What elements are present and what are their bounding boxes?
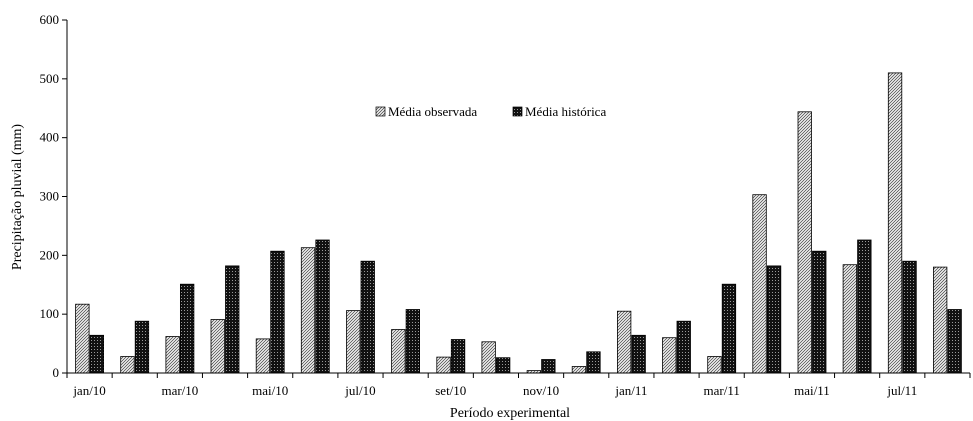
- bar-historical: [225, 265, 240, 374]
- bar-historical: [495, 357, 511, 374]
- legend-label-observed: Média observada: [388, 104, 477, 119]
- bar-observed: [571, 366, 587, 374]
- y-tick-label: 200: [40, 247, 60, 262]
- bar-observed: [391, 329, 406, 374]
- bar-historical: [857, 239, 872, 374]
- bar-historical: [179, 283, 195, 374]
- bar-observed: [797, 111, 812, 374]
- bar-observed: [120, 356, 135, 374]
- bar-observed: [752, 194, 767, 374]
- y-tick-label: 100: [40, 306, 60, 321]
- bar-observed: [617, 310, 632, 374]
- bar-historical: [89, 334, 104, 374]
- legend-label-historical: Média histórica: [525, 104, 606, 119]
- legend: Média observada Média histórica: [375, 104, 606, 119]
- bar-observed: [842, 264, 857, 374]
- bar-historical: [405, 309, 421, 374]
- bar-historical: [812, 250, 827, 374]
- bar-historical: [541, 359, 556, 374]
- x-tick-label: set/10: [435, 383, 466, 398]
- y-tick-label: 300: [40, 189, 60, 204]
- x-tick-label: mai/10: [252, 383, 288, 398]
- y-tick-label: 500: [40, 71, 60, 86]
- bar-historical: [631, 334, 646, 374]
- x-tick-label: nov/10: [523, 383, 559, 398]
- x-tick-label: mar/10: [161, 383, 198, 398]
- bar-historical: [270, 250, 285, 374]
- bar-historical: [947, 309, 962, 374]
- x-tick-label: jan/10: [72, 383, 106, 398]
- bar-historical: [586, 351, 601, 374]
- bar-observed: [887, 72, 903, 374]
- bar-observed: [933, 266, 948, 374]
- x-tick-label: jul/11: [886, 383, 917, 398]
- bar-historical: [766, 265, 782, 374]
- bar-observed: [300, 247, 316, 374]
- legend-swatch-historical: [512, 106, 523, 117]
- bar-historical: [134, 320, 150, 374]
- bars-group: [75, 72, 962, 374]
- bar-observed: [75, 303, 90, 374]
- y-tick-label: 400: [40, 130, 60, 145]
- bar-observed: [707, 356, 722, 374]
- bar-historical: [902, 260, 917, 374]
- bar-observed: [165, 336, 180, 374]
- bar-observed: [346, 310, 361, 374]
- legend-swatch-observed: [375, 106, 386, 117]
- x-tick-label: jul/10: [344, 383, 375, 398]
- y-tick-label: 0: [53, 365, 60, 380]
- bar-historical: [315, 239, 330, 374]
- x-tick-label: jan/11: [614, 383, 647, 398]
- y-tick-label: 600: [40, 12, 60, 27]
- bar-observed: [255, 338, 271, 374]
- y-axis-title: Precipitação pluvial (mm): [10, 124, 25, 271]
- bar-observed: [210, 319, 225, 374]
- bar-observed: [481, 341, 496, 374]
- bar-observed: [662, 337, 677, 374]
- x-axis-title: Período experimental: [450, 406, 570, 421]
- y-ticks-group: 0 100 200 300 400 500 600: [40, 12, 67, 380]
- x-tick-label: mai/11: [794, 383, 830, 398]
- bar-historical: [676, 320, 691, 374]
- bar-historical: [360, 260, 375, 374]
- axes-group: [66, 20, 970, 374]
- x-tick-label: mar/11: [704, 383, 740, 398]
- bar-historical: [450, 339, 466, 374]
- x-ticks-group: jan/10 mar/10 mai/10 jul/10 set/10 nov/10 jan/…: [66, 373, 971, 398]
- bar-observed: [436, 356, 451, 374]
- bar-historical: [721, 283, 737, 374]
